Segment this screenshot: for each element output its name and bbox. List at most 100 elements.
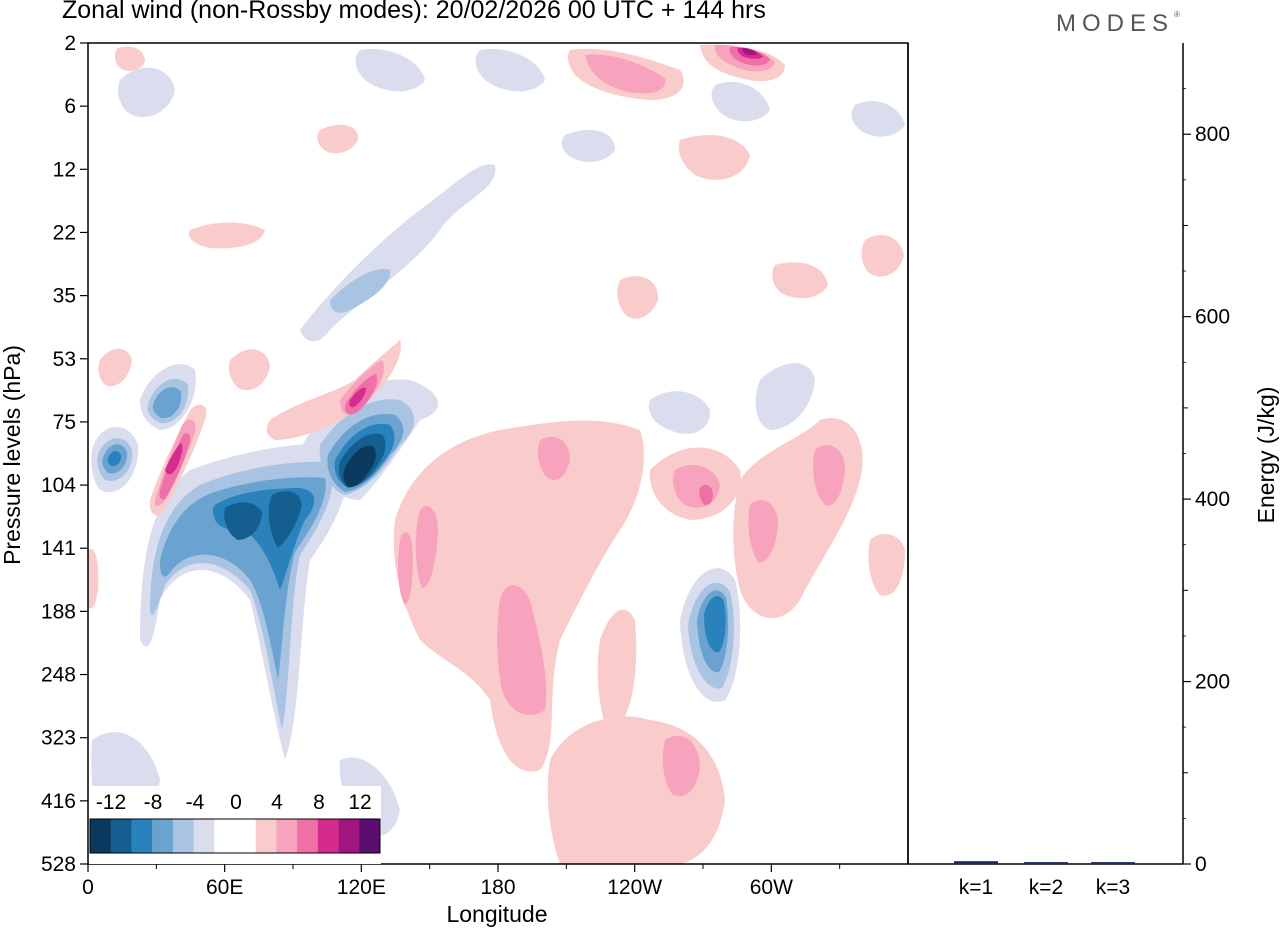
- y-tick-label: 6: [64, 95, 76, 118]
- y-tick-label: 53: [53, 348, 76, 371]
- energy-x-axis: k=1 k=2 k=3: [959, 876, 1130, 899]
- y-tick-label: 141: [41, 537, 76, 560]
- positive-patch-nnw: [115, 46, 145, 71]
- y-tick-label: 12: [53, 158, 76, 181]
- energy-bars: [954, 861, 1135, 864]
- colorbar-swatch: [338, 819, 360, 853]
- negative-level-4-w: [107, 451, 122, 467]
- heatmap-panel: [87, 42, 909, 865]
- negative-level-3-nw: [152, 387, 182, 419]
- negative-level-6: [343, 445, 376, 488]
- colorbar-swatch: [131, 819, 153, 853]
- colorbar-label: 4: [271, 791, 283, 814]
- y-tick-label: 104: [41, 474, 76, 497]
- x-tick-label: 60W: [750, 876, 793, 899]
- positive-level-3-d: [699, 484, 713, 506]
- negative-level-5-b: [268, 491, 302, 548]
- y-tick-label: 323: [41, 727, 76, 750]
- energy-bar: [1091, 862, 1135, 864]
- colorbar-swatch: [276, 819, 298, 853]
- energy-bar: [1024, 862, 1068, 864]
- energy-y-axis: 0 200 400 600 800: [1183, 88, 1230, 876]
- positive-level-2-d: [537, 436, 570, 480]
- energy-x-tick-label: k=3: [1096, 876, 1130, 899]
- positive-level-2-k: [585, 54, 666, 94]
- x-tick-label: 0: [82, 876, 94, 899]
- colorbar-swatch: [297, 819, 319, 853]
- positive-patch-w3: [88, 549, 99, 609]
- x-tick-label: 120E: [337, 876, 386, 899]
- positive-level-5: [742, 48, 757, 56]
- positive-band-mid: [266, 340, 401, 440]
- positive-level-4-b: [349, 387, 366, 408]
- energy-panel: k=1 k=2 k=3 0 200 400 600 800 Energy (J/kg): [907, 43, 1279, 899]
- positive-patch-upper: [617, 276, 659, 319]
- positive-patch-w2: [228, 349, 270, 391]
- colorbar-label: 0: [230, 791, 242, 814]
- positive-level-2-c: [497, 585, 547, 715]
- positive-patch-upper-e3: [861, 235, 904, 277]
- colorbar-swatches: [90, 819, 381, 853]
- x-tick-label: 60E: [206, 876, 243, 899]
- negative-patch-ne: [648, 391, 711, 434]
- positive-patch-n: [317, 124, 359, 154]
- colorbar-swatch: [152, 819, 174, 853]
- y-tick-label: 416: [41, 790, 76, 813]
- positive-level-2-e: [662, 735, 700, 797]
- energy-x-tick-label: k=1: [959, 876, 993, 899]
- chart-title: Zonal wind (non-Rossby modes): 20/02/202…: [62, 0, 766, 24]
- y-tick-label: 248: [41, 664, 76, 687]
- positive-patch-w: [98, 348, 132, 387]
- x-axis: 0 60E 120E 180 120W 60W: [82, 864, 841, 899]
- energy-y-tick-label: 400: [1195, 488, 1230, 511]
- x-tick-label: 120W: [607, 876, 662, 899]
- y-tick-label: 2: [64, 32, 76, 55]
- colorbar-labels: -12 -8 -4 0 4 8 12: [96, 791, 372, 814]
- energy-axis-title: Energy (J/kg): [1253, 387, 1279, 524]
- y-tick-label: 22: [53, 221, 76, 244]
- positive-band-far-east: [868, 534, 905, 596]
- brand-logo: MODES®: [1056, 10, 1180, 38]
- y-tick-label: 528: [41, 853, 76, 876]
- positive-contours: [88, 44, 905, 864]
- colorbar-swatch: [110, 819, 132, 853]
- colorbar-label: 12: [348, 791, 371, 814]
- y-tick-label: 75: [53, 411, 76, 434]
- energy-y-tick-label: 200: [1195, 671, 1230, 694]
- x-axis-title: Longitude: [446, 901, 547, 927]
- energy-x-tick-label: k=2: [1029, 876, 1063, 899]
- y-tick-label: 188: [41, 600, 76, 623]
- negative-patch-ne2: [755, 363, 815, 430]
- colorbar-label: -8: [144, 791, 163, 814]
- y-axis-title: Pressure levels (hPa): [0, 345, 25, 565]
- negative-level-5: [224, 502, 262, 540]
- positive-level-2-b: [415, 506, 438, 589]
- positive-patch-nw: [189, 222, 265, 249]
- negative-patch-top3: [475, 49, 545, 92]
- energy-bar: [954, 861, 998, 864]
- positive-level-2-h: [813, 445, 845, 506]
- colorbar-label: 8: [313, 791, 325, 814]
- positive-level-2-g: [748, 500, 778, 563]
- colorbar-swatch: [214, 819, 236, 853]
- colorbar-label: -12: [96, 791, 126, 814]
- energy-y-tick-label: 600: [1195, 306, 1230, 329]
- negative-patch-mid: [561, 130, 615, 162]
- colorbar-swatch: [359, 819, 381, 853]
- negative-level-4-e: [704, 596, 726, 653]
- brand-mark: ®: [1174, 10, 1180, 19]
- x-tick-label: 180: [480, 876, 515, 899]
- negative-level-2-upper: [330, 269, 391, 313]
- negative-patch-top4: [711, 81, 770, 122]
- colorbar-swatch: [172, 819, 194, 853]
- negative-patch-top5: [851, 101, 905, 137]
- colorbar-swatch: [235, 819, 257, 853]
- brand-text: MODES: [1056, 10, 1175, 37]
- colorbar-frame: [89, 818, 381, 854]
- energy-y-tick-label: 800: [1195, 123, 1230, 146]
- colorbar-swatch: [90, 819, 112, 853]
- colorbar-swatch: [317, 819, 339, 853]
- colorbar-swatch: [255, 819, 277, 853]
- positive-level-4: [165, 443, 183, 475]
